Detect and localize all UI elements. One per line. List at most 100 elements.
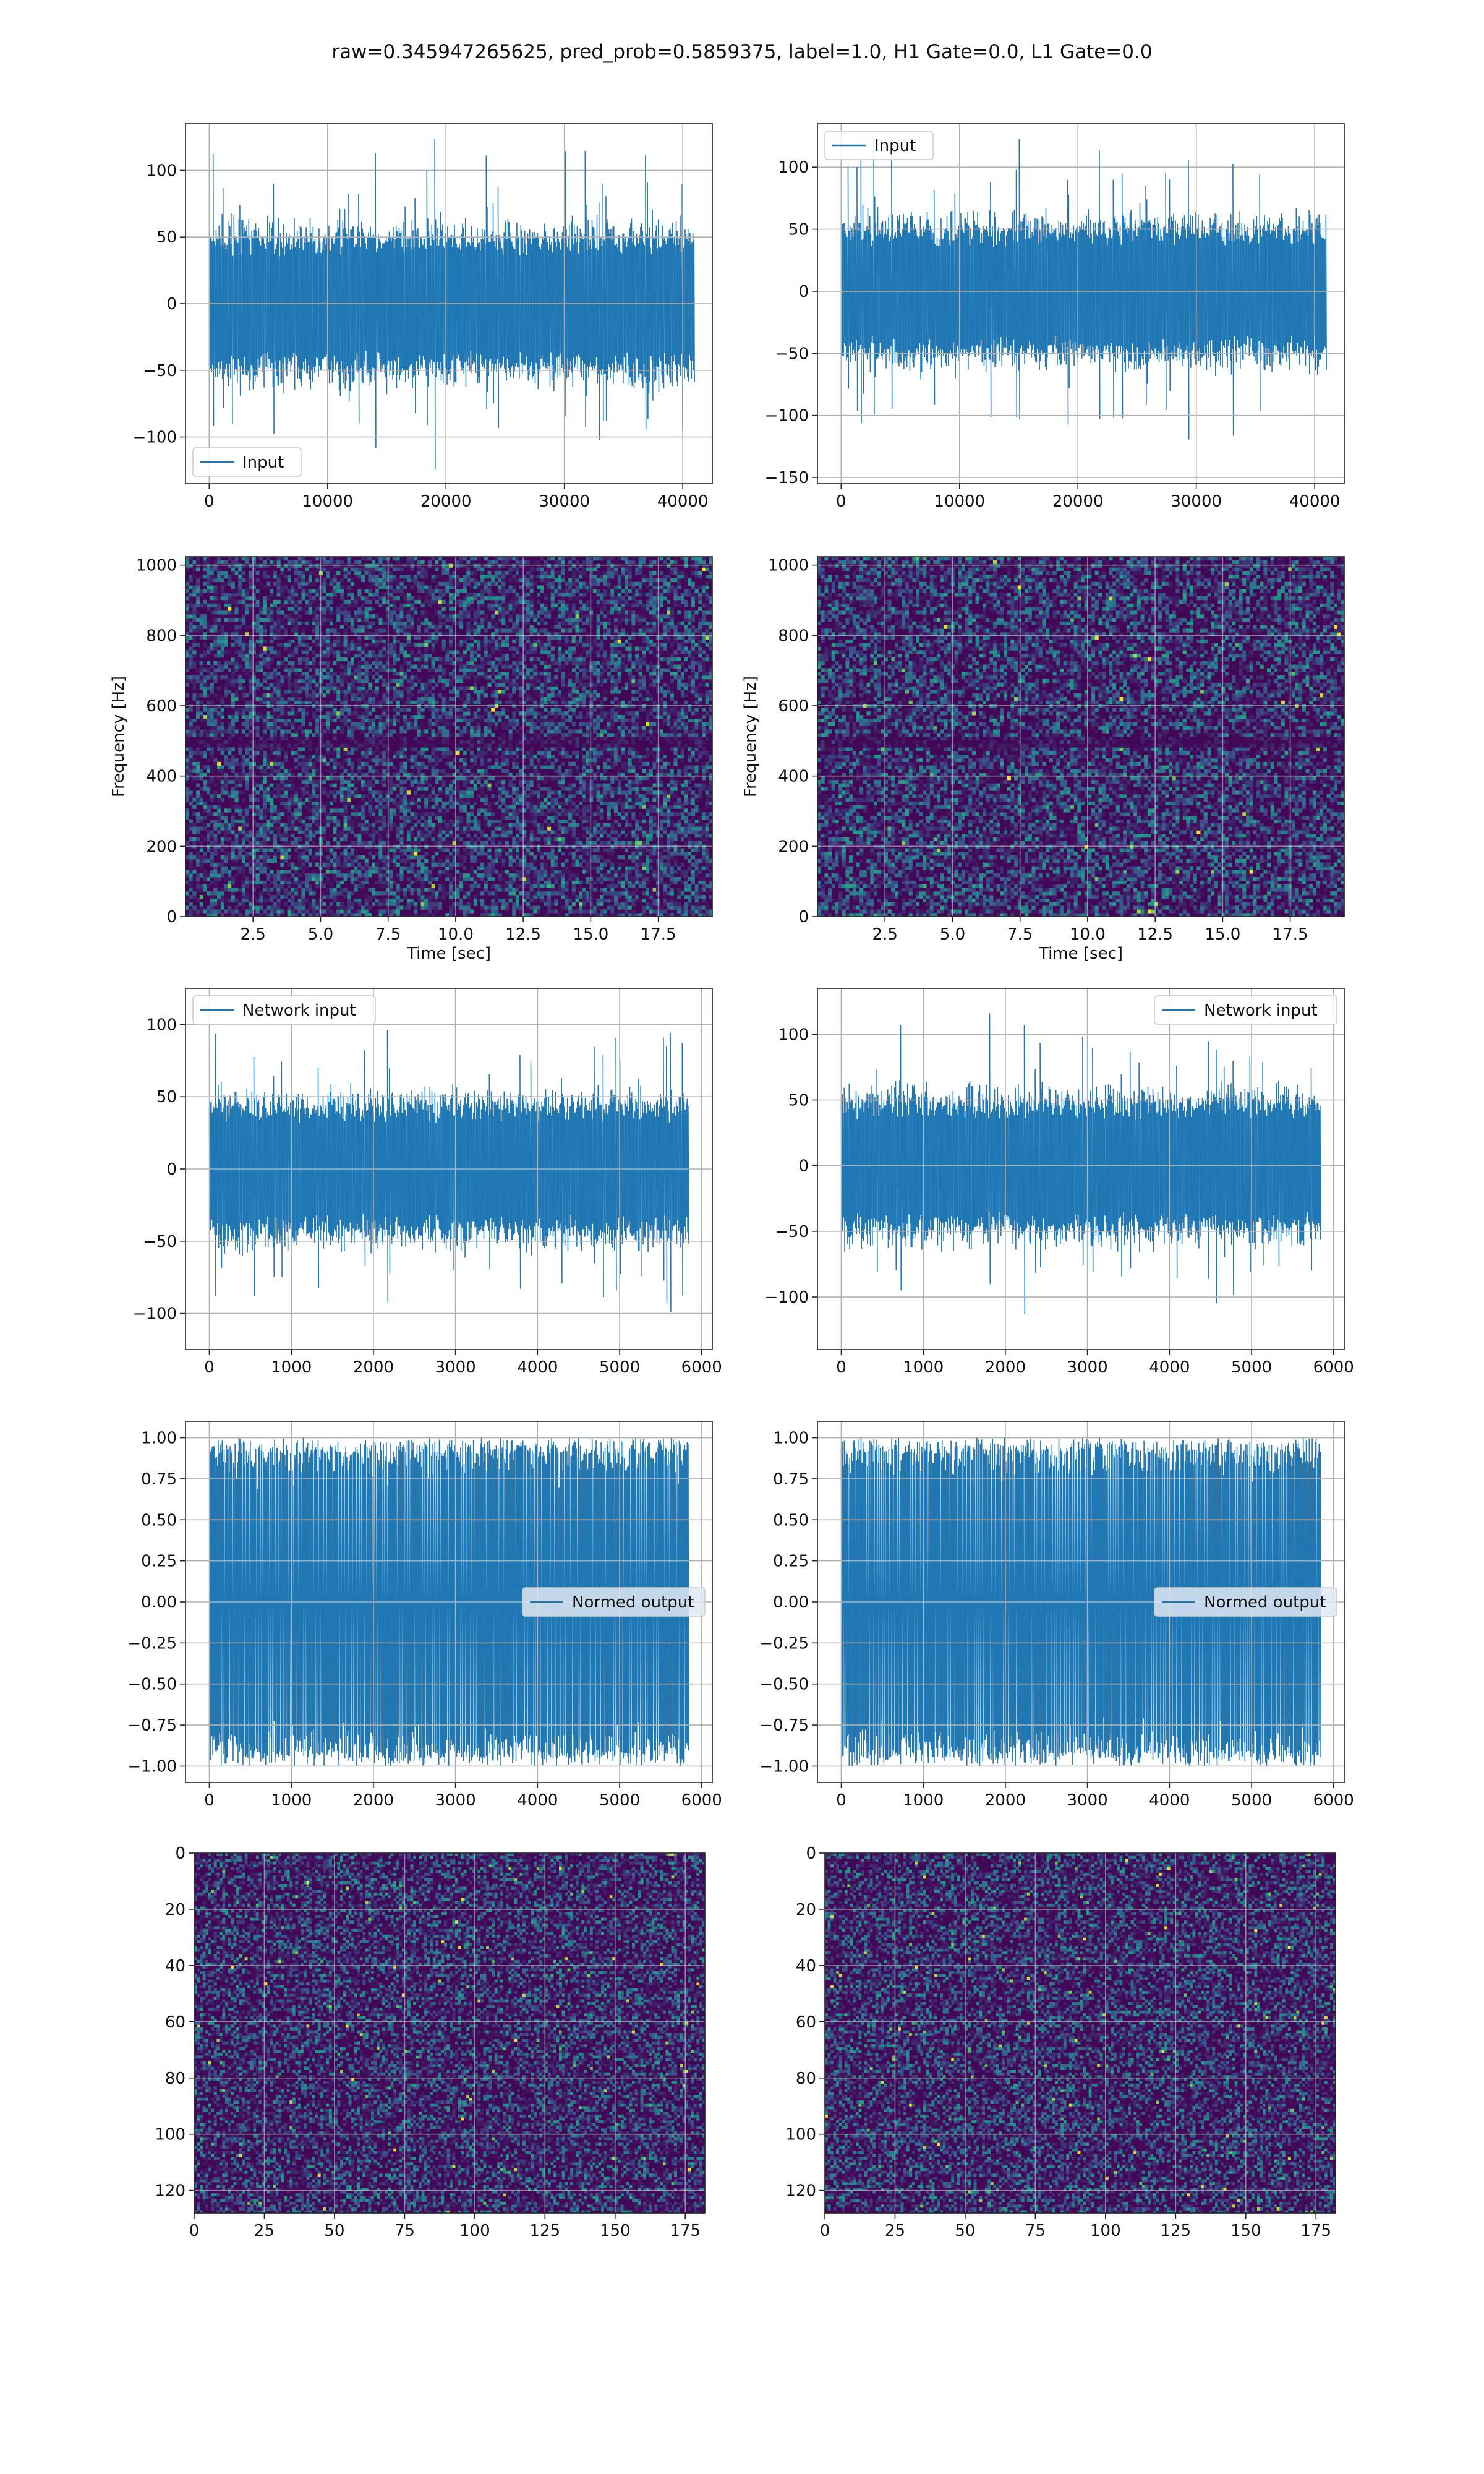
spectrogram-l1-ytick-label: 400: [778, 768, 809, 786]
spectrogram-l1-xtick-label: 5.0: [940, 925, 965, 944]
image-l1-xtick-label: 25: [885, 2222, 905, 2240]
spectrogram-h1-xtick-label: 15.0: [573, 925, 608, 944]
image-h1-axes-frame: [194, 1852, 706, 2214]
input-h1-ytick-label: 50: [156, 228, 177, 247]
network-input-l1-plot-area: [817, 988, 1344, 1350]
network-input-h1-xtick-label: 0: [204, 1358, 215, 1377]
normed-output-h1-ytick-label: 1.00: [141, 1429, 177, 1448]
image-l1-xtick-label: 125: [1160, 2222, 1191, 2240]
network-input-h1-xtick-label: 5000: [599, 1358, 640, 1377]
input-h1-legend-box: [192, 447, 302, 477]
image-h1-xtick-label: 175: [670, 2222, 701, 2240]
normed-output-h1-ytick-label: 0.75: [141, 1470, 177, 1489]
input-h1-ytick-label: −50: [143, 362, 177, 380]
input-l1-xtick-label: 10000: [934, 492, 985, 511]
input-h1-legend-label: Input: [242, 453, 284, 472]
normed-output-l1-ytick-label: −1.00: [759, 1757, 809, 1776]
network-input-h1-ytick-label: −100: [133, 1305, 177, 1324]
network-input-l1-panel: 0 1000 2000 3000 4000 5000 6000 −100 −50 0 50 100 Ne…: [765, 988, 1354, 1377]
normed-output-h1-xtick-label: 3000: [435, 1791, 476, 1810]
image-h1-xtick-label: 25: [254, 2222, 275, 2240]
spectrogram-h1-ytick-label: 1000: [136, 557, 177, 575]
normed-output-h1-xtick-label: 6000: [681, 1791, 722, 1810]
input-h1-xtick-label: 0: [204, 492, 215, 511]
normed-output-l1-xtick-label: 3000: [1067, 1791, 1108, 1810]
network-input-h1-legend: Network input: [192, 995, 376, 1025]
input-l1-ytick-label: 0: [798, 283, 809, 301]
input-l1-xtick-label: 0: [836, 492, 846, 511]
network-input-h1-xtick-label: 6000: [681, 1358, 722, 1377]
image-l1-ytick-label: 100: [785, 2126, 816, 2144]
network-input-l1-xtick-label: 5000: [1231, 1358, 1272, 1377]
spectrogram-h1-xtick-label: 5.0: [308, 925, 333, 944]
input-h1-xtick-label: 20000: [420, 492, 472, 511]
image-l1-ytick-label: 120: [785, 2182, 816, 2201]
normed-output-l1-legend: Normed output: [1154, 1587, 1337, 1617]
spectrogram-h1-xtick-label: 12.5: [505, 925, 541, 944]
figure-title: raw=0.345947265625, pred_prob=0.5859375,…: [0, 41, 1484, 63]
network-input-l1-axes-frame: [817, 988, 1345, 1350]
normed-output-h1-xtick-label: 1000: [271, 1791, 312, 1810]
normed-output-l1-xtick-label: 2000: [985, 1791, 1026, 1810]
normed-output-l1-xtick-label: 1000: [903, 1791, 944, 1810]
input-h1-ytick-label: −100: [133, 429, 177, 447]
image-l1-xtick-label: 50: [955, 2222, 975, 2240]
image-l1-xtick-label: 175: [1300, 2222, 1331, 2240]
input-h1-plot-area: [186, 124, 712, 484]
spectrogram-l1-ytick-label: 0: [798, 908, 809, 927]
image-h1-xtick-label: 0: [189, 2222, 200, 2240]
network-input-l1-xtick-label: 1000: [903, 1358, 944, 1377]
spectrogram-l1-panel: 2.5 5.0 7.5 10.0 12.5 15.0 17.5 0 200 400 600 800 10…: [741, 556, 1345, 963]
spectrogram-h1-plot-area: [186, 557, 712, 917]
input-l1-ytick-label: −150: [765, 469, 809, 487]
input-h1-xtick-label: 10000: [302, 492, 353, 511]
network-input-h1-ytick-label: 0: [166, 1160, 177, 1179]
network-input-l1-ytick-label: −50: [775, 1223, 809, 1241]
input-l1-legend-label: Input: [874, 137, 916, 155]
image-h1-xtick-label: 75: [394, 2222, 415, 2240]
input-l1-ytick-label: 50: [788, 221, 809, 239]
network-input-h1-xtick-label: 2000: [353, 1358, 394, 1377]
network-input-h1-ytick-label: 100: [146, 1016, 177, 1034]
network-input-h1-ytick-label: 50: [156, 1088, 177, 1106]
normed-output-l1-panel: 0 1000 2000 3000 4000 5000 6000 −1.00 −0.75 −0.50…: [759, 1421, 1354, 1810]
input-l1-series-line: [840, 137, 1327, 440]
normed-output-l1-xtick-label: 4000: [1149, 1791, 1190, 1810]
network-input-h1-ytick-label: −50: [143, 1233, 177, 1251]
image-l1-axes-frame: [824, 1852, 1336, 2214]
input-l1-xtick-label: 30000: [1171, 492, 1222, 511]
image-h1-ytick-label: 120: [155, 2182, 186, 2201]
spectrogram-l1-ytick-label: 200: [778, 837, 809, 856]
normed-output-l1-ytick-label: 0.25: [773, 1552, 809, 1571]
spectrogram-h1-ylabel: Frequency [Hz]: [109, 676, 128, 797]
input-h1-ytick-label: 0: [166, 295, 177, 314]
image-l1-plot-area: [825, 1853, 1336, 2213]
normed-output-l1-xtick-label: 0: [836, 1791, 846, 1810]
network-input-l1-ytick-label: −100: [765, 1288, 809, 1307]
image-l1-xtick-label: 150: [1230, 2222, 1261, 2240]
normed-output-l1-xtick-label: 5000: [1231, 1791, 1272, 1810]
network-input-l1-series-line: [840, 1013, 1321, 1314]
network-input-l1-xtick-label: 0: [836, 1358, 846, 1377]
spectrogram-h1-xtick-label: 2.5: [241, 925, 266, 944]
spectrogram-l1-ytick-label: 800: [778, 627, 809, 645]
image-h1-xtick-label: 50: [324, 2222, 344, 2240]
image-h1-ytick-label: 40: [165, 1957, 186, 1975]
network-input-l1-ytick-label: 0: [798, 1157, 809, 1176]
spectrogram-h1-xlabel: Time [sec]: [406, 944, 491, 963]
input-h1-ytick-label: 100: [146, 161, 177, 180]
normed-output-l1-plot-area: [817, 1421, 1344, 1783]
network-input-h1-legend-label: Network input: [242, 1001, 356, 1020]
input-l1-xtick-label: 20000: [1052, 492, 1104, 511]
spectrogram-l1-xtick-label: 2.5: [872, 925, 898, 944]
network-input-h1-xtick-label: 3000: [435, 1358, 476, 1377]
normed-output-h1-ytick-label: −0.50: [127, 1676, 177, 1694]
spectrogram-l1-xtick-label: 15.0: [1205, 925, 1240, 944]
spectrogram-l1-xtick-label: 17.5: [1273, 925, 1308, 944]
spectrogram-h1-ytick-label: 600: [146, 697, 177, 716]
normed-output-l1-legend-label: Normed output: [1204, 1593, 1326, 1612]
spectrogram-l1-ylabel: Frequency [Hz]: [741, 676, 760, 797]
normed-output-l1-xtick-label: 6000: [1313, 1791, 1354, 1810]
network-input-l1-ytick-label: 100: [778, 1025, 809, 1044]
